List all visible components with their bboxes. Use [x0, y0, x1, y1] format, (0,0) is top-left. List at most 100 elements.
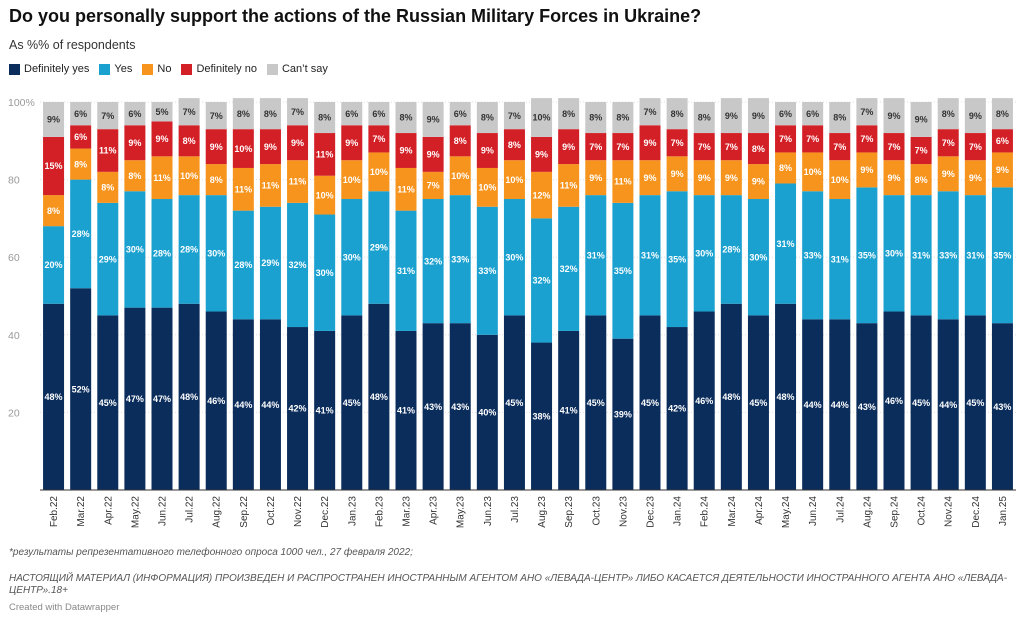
bar-segment [612, 133, 634, 161]
bar-segment [775, 125, 797, 153]
bar-segment [259, 98, 281, 130]
bar-segment [910, 102, 932, 137]
data-label: 11% [614, 177, 632, 187]
x-tick-label: Oct.22 [266, 496, 277, 526]
data-label: 48% [777, 392, 795, 402]
bar-segment [178, 195, 200, 304]
data-label: 32% [560, 264, 578, 274]
data-label: 31% [831, 254, 849, 264]
bar-segment [883, 160, 905, 196]
bar-segment [720, 303, 742, 490]
x-tick-label: Jun.24 [808, 496, 819, 526]
chart-legend: Definitely yes Yes No Definitely no Can’t sa… [9, 63, 328, 75]
bar-segment [368, 152, 390, 192]
bar-segment [802, 319, 824, 490]
data-label: 38% [533, 411, 551, 421]
data-label: 30% [207, 249, 225, 259]
data-label: 7% [101, 111, 114, 121]
data-label: 9% [725, 111, 738, 121]
bar-segment [693, 133, 715, 161]
x-tick-label: Sep.22 [239, 496, 250, 528]
bar-segment [287, 125, 309, 161]
data-label: 10% [804, 167, 822, 177]
bar-segment [802, 125, 824, 153]
bar-segment [422, 171, 444, 199]
bar-segment [232, 129, 254, 168]
legend-item: Definitely no [181, 63, 257, 75]
data-label: 45% [587, 398, 605, 408]
data-label: 32% [424, 256, 442, 266]
bar-segment [612, 102, 634, 134]
data-label: 8% [562, 109, 575, 119]
data-label: 9% [427, 150, 440, 160]
x-tick-label: Dec.24 [971, 496, 982, 528]
data-label: 44% [804, 400, 822, 410]
bar-segment [287, 202, 309, 328]
data-label: 9% [860, 165, 873, 175]
x-tick-label: Dec.22 [320, 496, 331, 528]
data-label: 28% [722, 245, 740, 255]
bar-segment [368, 303, 390, 490]
data-label: 9% [264, 142, 277, 152]
data-label: 7% [969, 142, 982, 152]
data-label: 45% [912, 398, 930, 408]
data-label: 7% [589, 142, 602, 152]
data-label: 7% [210, 111, 223, 121]
bar-segment [70, 102, 92, 126]
bar-segment [802, 102, 824, 126]
x-tick-label: Nov.24 [944, 496, 955, 527]
data-label: 32% [289, 260, 307, 270]
bar-segment [964, 133, 986, 161]
data-label: 7% [183, 107, 196, 117]
bar-segment [802, 152, 824, 192]
legend-item: No [142, 63, 171, 75]
data-label: 8% [237, 109, 250, 119]
data-label: 10% [478, 183, 496, 193]
data-label: 9% [643, 138, 656, 148]
bar-segment [341, 102, 363, 126]
bar-segment [693, 195, 715, 312]
data-label: 48% [370, 392, 388, 402]
data-label: 8% [210, 175, 223, 185]
legend-item: Yes [99, 63, 132, 75]
data-label: 10% [505, 175, 523, 185]
data-label: 8% [74, 159, 87, 169]
bar-segment [747, 164, 769, 199]
data-label: 8% [833, 113, 846, 123]
data-label: 5% [155, 107, 168, 117]
x-tick-label: Aug.23 [537, 496, 548, 528]
bar-segment [802, 191, 824, 320]
x-tick-label: Oct.23 [591, 496, 602, 526]
legend-swatch [266, 63, 278, 75]
data-label: 28% [153, 249, 171, 259]
bar-segment [205, 129, 227, 165]
data-label: 7% [725, 142, 738, 152]
data-label: 8% [698, 113, 711, 123]
bar-segment [585, 133, 607, 161]
bar-segment [937, 319, 959, 490]
bar-segment [43, 226, 65, 304]
x-tick-label: Nov.23 [618, 496, 629, 527]
data-label: 8% [752, 144, 765, 154]
bar-segment [558, 330, 580, 490]
x-tick-label: Oct.24 [917, 496, 928, 526]
bar-segment [720, 160, 742, 196]
data-label: 31% [912, 250, 930, 260]
bar-segment [639, 195, 661, 316]
data-label: 30% [885, 249, 903, 259]
data-label: 31% [641, 250, 659, 260]
data-label: 33% [939, 250, 957, 260]
data-label: 29% [370, 243, 388, 253]
x-tick-label: Mar.23 [402, 496, 413, 527]
data-label: 31% [397, 266, 415, 276]
data-label: 48% [180, 392, 198, 402]
legend-label: No [157, 63, 172, 75]
bar-segment [259, 129, 281, 165]
data-label: 8% [47, 206, 60, 216]
bar-segment [151, 156, 173, 199]
data-label: 30% [126, 245, 144, 255]
bar-segment [558, 206, 580, 331]
bar-segment [287, 327, 309, 490]
bar-segment [259, 319, 281, 490]
data-label: 12% [533, 190, 551, 200]
